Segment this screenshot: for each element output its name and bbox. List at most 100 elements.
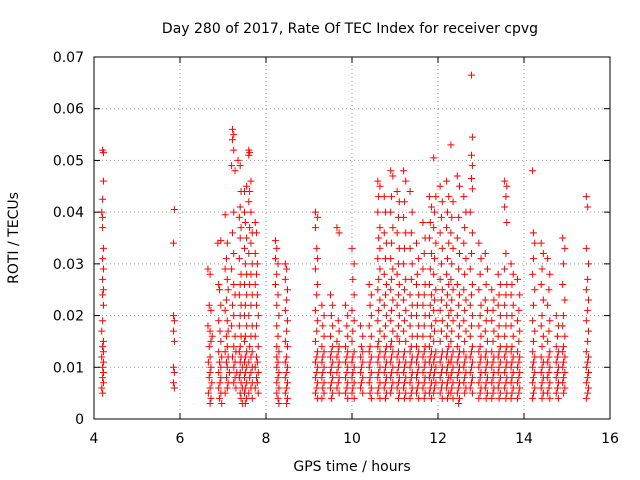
data-point: [329, 374, 337, 382]
data-point: [376, 244, 384, 252]
data-point: [228, 162, 236, 170]
data-point: [537, 239, 545, 247]
data-point: [246, 343, 254, 351]
data-point: [344, 363, 352, 371]
data-point: [311, 337, 319, 345]
data-point: [216, 327, 224, 335]
x-tick-label: 14: [515, 431, 533, 447]
data-point: [462, 296, 470, 304]
data-point: [456, 182, 463, 190]
data-point: [393, 229, 401, 237]
data-point: [253, 260, 261, 268]
data-point: [425, 193, 433, 201]
data-point: [99, 301, 107, 309]
data-point: [503, 182, 511, 190]
data-point: [206, 270, 214, 278]
data-point: [447, 337, 455, 345]
data-point: [431, 327, 439, 335]
data-point: [408, 260, 416, 268]
data-point: [99, 368, 107, 376]
data-point: [431, 353, 439, 361]
data-point: [274, 394, 282, 402]
data-point: [420, 291, 428, 299]
data-point: [407, 275, 415, 283]
data-point: [275, 348, 283, 356]
data-point: [313, 368, 321, 376]
data-point: [554, 368, 562, 376]
data-point: [453, 172, 461, 180]
data-point: [342, 389, 350, 397]
data-point: [357, 379, 365, 387]
data-point: [99, 213, 107, 221]
data-point: [206, 384, 214, 392]
data-point: [388, 239, 396, 247]
data-point: [529, 389, 537, 397]
data-point: [585, 353, 592, 361]
data-point: [206, 327, 214, 335]
data-point: [275, 312, 283, 320]
data-point: [544, 255, 552, 263]
data-point: [468, 162, 476, 170]
data-point: [382, 363, 390, 371]
data-point: [380, 270, 388, 278]
data-point: [488, 394, 496, 402]
data-point: [514, 317, 522, 325]
data-point: [494, 353, 502, 361]
data-point: [327, 368, 334, 376]
data-point: [394, 291, 402, 299]
data-point: [455, 213, 463, 221]
data-point: [419, 332, 427, 340]
data-point: [453, 374, 461, 382]
data-point: [208, 379, 216, 387]
data-point: [481, 296, 489, 304]
data-point: [170, 363, 178, 371]
data-point: [443, 208, 451, 216]
data-point: [545, 384, 553, 392]
data-point: [461, 337, 469, 345]
data-point: [438, 286, 446, 294]
data-point: [584, 337, 592, 345]
data-point: [419, 218, 427, 226]
data-point: [436, 389, 444, 397]
data-point: [552, 358, 560, 366]
data-point: [284, 363, 291, 371]
y-tick-label: 0.02: [53, 309, 84, 325]
data-point: [237, 224, 245, 232]
data-point: [447, 141, 455, 149]
data-points: [98, 71, 592, 407]
data-point: [430, 270, 438, 278]
data-point: [367, 291, 375, 299]
data-point: [516, 384, 524, 392]
data-point: [342, 374, 350, 382]
data-point: [374, 358, 382, 366]
data-point: [561, 244, 569, 252]
data-point: [204, 265, 212, 273]
data-point: [468, 229, 476, 237]
data-point: [443, 255, 451, 263]
data-point: [539, 250, 547, 258]
data-point: [488, 363, 496, 371]
data-point: [554, 384, 562, 392]
data-point: [393, 368, 401, 376]
data-point: [215, 384, 223, 392]
data-point: [552, 343, 560, 351]
data-point: [382, 291, 390, 299]
data-point: [273, 343, 281, 351]
data-point: [407, 229, 415, 237]
data-point: [489, 337, 497, 345]
data-point: [343, 353, 351, 361]
data-point: [430, 358, 438, 366]
data-point: [230, 131, 238, 139]
data-point: [350, 363, 358, 371]
data-point: [248, 348, 256, 356]
data-point: [507, 379, 515, 387]
data-point: [206, 368, 214, 376]
data-point: [496, 389, 504, 397]
data-point: [284, 394, 291, 402]
data-point: [406, 348, 414, 356]
data-point: [99, 177, 107, 185]
data-point: [554, 394, 562, 402]
data-point: [253, 374, 261, 382]
data-point: [428, 250, 436, 258]
data-point: [333, 337, 341, 345]
